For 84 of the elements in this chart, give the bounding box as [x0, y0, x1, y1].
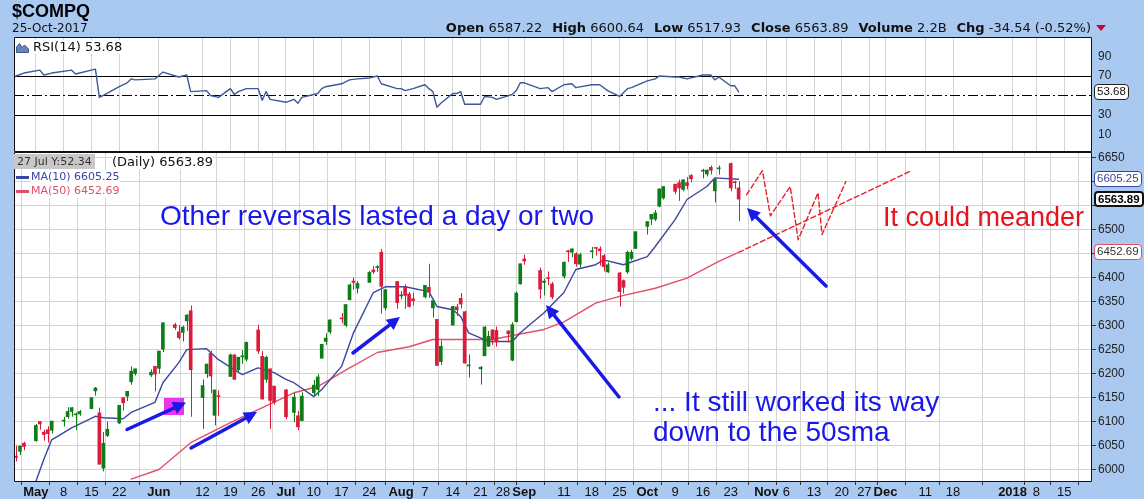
x-tick-label: 17: [334, 484, 349, 499]
x-tick-label: 8: [1032, 484, 1041, 499]
annotation: It could meander: [883, 202, 1085, 232]
candlestick: [129, 365, 133, 386]
x-tick-label: 19: [223, 484, 238, 499]
candlestick: [395, 280, 399, 310]
x-tick-label: 23: [723, 484, 738, 499]
x-tick-label: 22: [111, 484, 127, 499]
x-tick-label: 15: [84, 484, 99, 499]
x-tick-label: 9: [671, 484, 679, 499]
x-tick-label: 24: [362, 484, 377, 499]
x-tick-label: 7: [421, 484, 429, 499]
x-tick-label: 28: [495, 484, 511, 499]
x-tick-label: 16: [695, 484, 711, 499]
y-tick-label: 10: [1098, 126, 1112, 141]
x-tick-label: 26: [250, 484, 266, 499]
y-tick-label: 6050: [1098, 437, 1126, 452]
x-tick-label: 8: [60, 484, 68, 499]
candlestick: [538, 267, 542, 300]
text: Chg -34.54 (-0.52%): [956, 20, 1091, 35]
x-tick-label: 20: [834, 484, 850, 499]
y-tick-label: 6000: [1098, 461, 1126, 476]
text: Open 6587.22: [445, 20, 543, 35]
y-tick-label: 6500: [1098, 222, 1126, 237]
annotation: 27 Jul Y:52.34: [14, 154, 95, 169]
annotation: ... It still worked its way down to the 50sma: [653, 386, 941, 447]
annotation: (Daily) 6563.89: [112, 154, 213, 169]
text: 6452.69: [1094, 244, 1142, 260]
x-tick-label: Oct: [636, 484, 659, 499]
x-tick-label: 14: [445, 484, 460, 499]
candlestick: [383, 288, 388, 311]
legend-label: RSI(14) 53.68: [33, 39, 123, 54]
x-tick-label: 25: [612, 484, 627, 499]
x-tick-label: Jul: [276, 484, 296, 499]
text: 6605.25: [1094, 171, 1142, 187]
y-tick-label: 6150: [1098, 389, 1126, 404]
text: 53.68: [1094, 84, 1129, 100]
y-tick-label: 6650: [1098, 150, 1126, 165]
x-tick-label: 18: [584, 484, 599, 499]
y-tick-label: 90: [1098, 48, 1112, 63]
text: High 6600.64: [552, 20, 644, 35]
x-tick-label: 6: [782, 484, 790, 499]
text: Close 6563.89: [751, 20, 849, 35]
x-tick-label: 11: [557, 484, 571, 499]
candlestick: [296, 410, 300, 431]
text: Low 6517.93: [653, 20, 742, 35]
y-tick-label: 6350: [1098, 293, 1126, 308]
x-tick-label: Jun: [147, 484, 171, 499]
y-tick-label: 6100: [1098, 413, 1126, 428]
x-tick-label: 13: [806, 484, 822, 499]
x-tick-label: 21: [473, 484, 488, 499]
x-tick-label: Aug: [388, 484, 414, 499]
candlestick: [292, 392, 296, 423]
x-tick-label: 27: [857, 484, 872, 499]
x-tick-label: Sep: [512, 484, 537, 499]
y-tick-label: 6400: [1098, 269, 1126, 284]
x-tick-label: 15: [1056, 484, 1072, 499]
y-tick-label: 6250: [1098, 341, 1126, 356]
legend-label: MA(10) 6605.25: [31, 170, 120, 184]
candlestick: [264, 355, 268, 384]
x-tick-label: 18: [945, 484, 961, 499]
y-tick-label: 30: [1098, 107, 1112, 122]
candlestick: [431, 298, 435, 318]
y-tick-label: 6200: [1098, 365, 1126, 380]
candlestick: [439, 340, 443, 366]
x-tick-label: Dec: [873, 484, 898, 499]
candlestick: [256, 324, 261, 355]
x-tick-label: May: [23, 484, 50, 499]
x-tick-label: Nov: [754, 484, 780, 499]
candlestick: [117, 404, 122, 425]
text: Volume 2.2B: [858, 20, 947, 35]
legend-label: MA(50) 6452.69: [31, 184, 120, 198]
x-tick-label: 2018: [998, 484, 1028, 499]
x-tick-label: 10: [306, 484, 322, 499]
x-tick-label: 12: [195, 484, 210, 499]
text: 6563.89: [1094, 191, 1144, 207]
chart-title: $COMPQ: [12, 1, 91, 22]
candlestick: [216, 389, 221, 417]
candlestick: [157, 350, 161, 375]
y-tick-label: 70: [1098, 68, 1112, 83]
annotation: Other reversals lasted a day or two: [160, 200, 595, 231]
y-tick-label: 6300: [1098, 317, 1126, 332]
x-tick-label: 11: [918, 484, 932, 499]
chart-subtitle: 25-Oct-2017: [12, 21, 88, 35]
